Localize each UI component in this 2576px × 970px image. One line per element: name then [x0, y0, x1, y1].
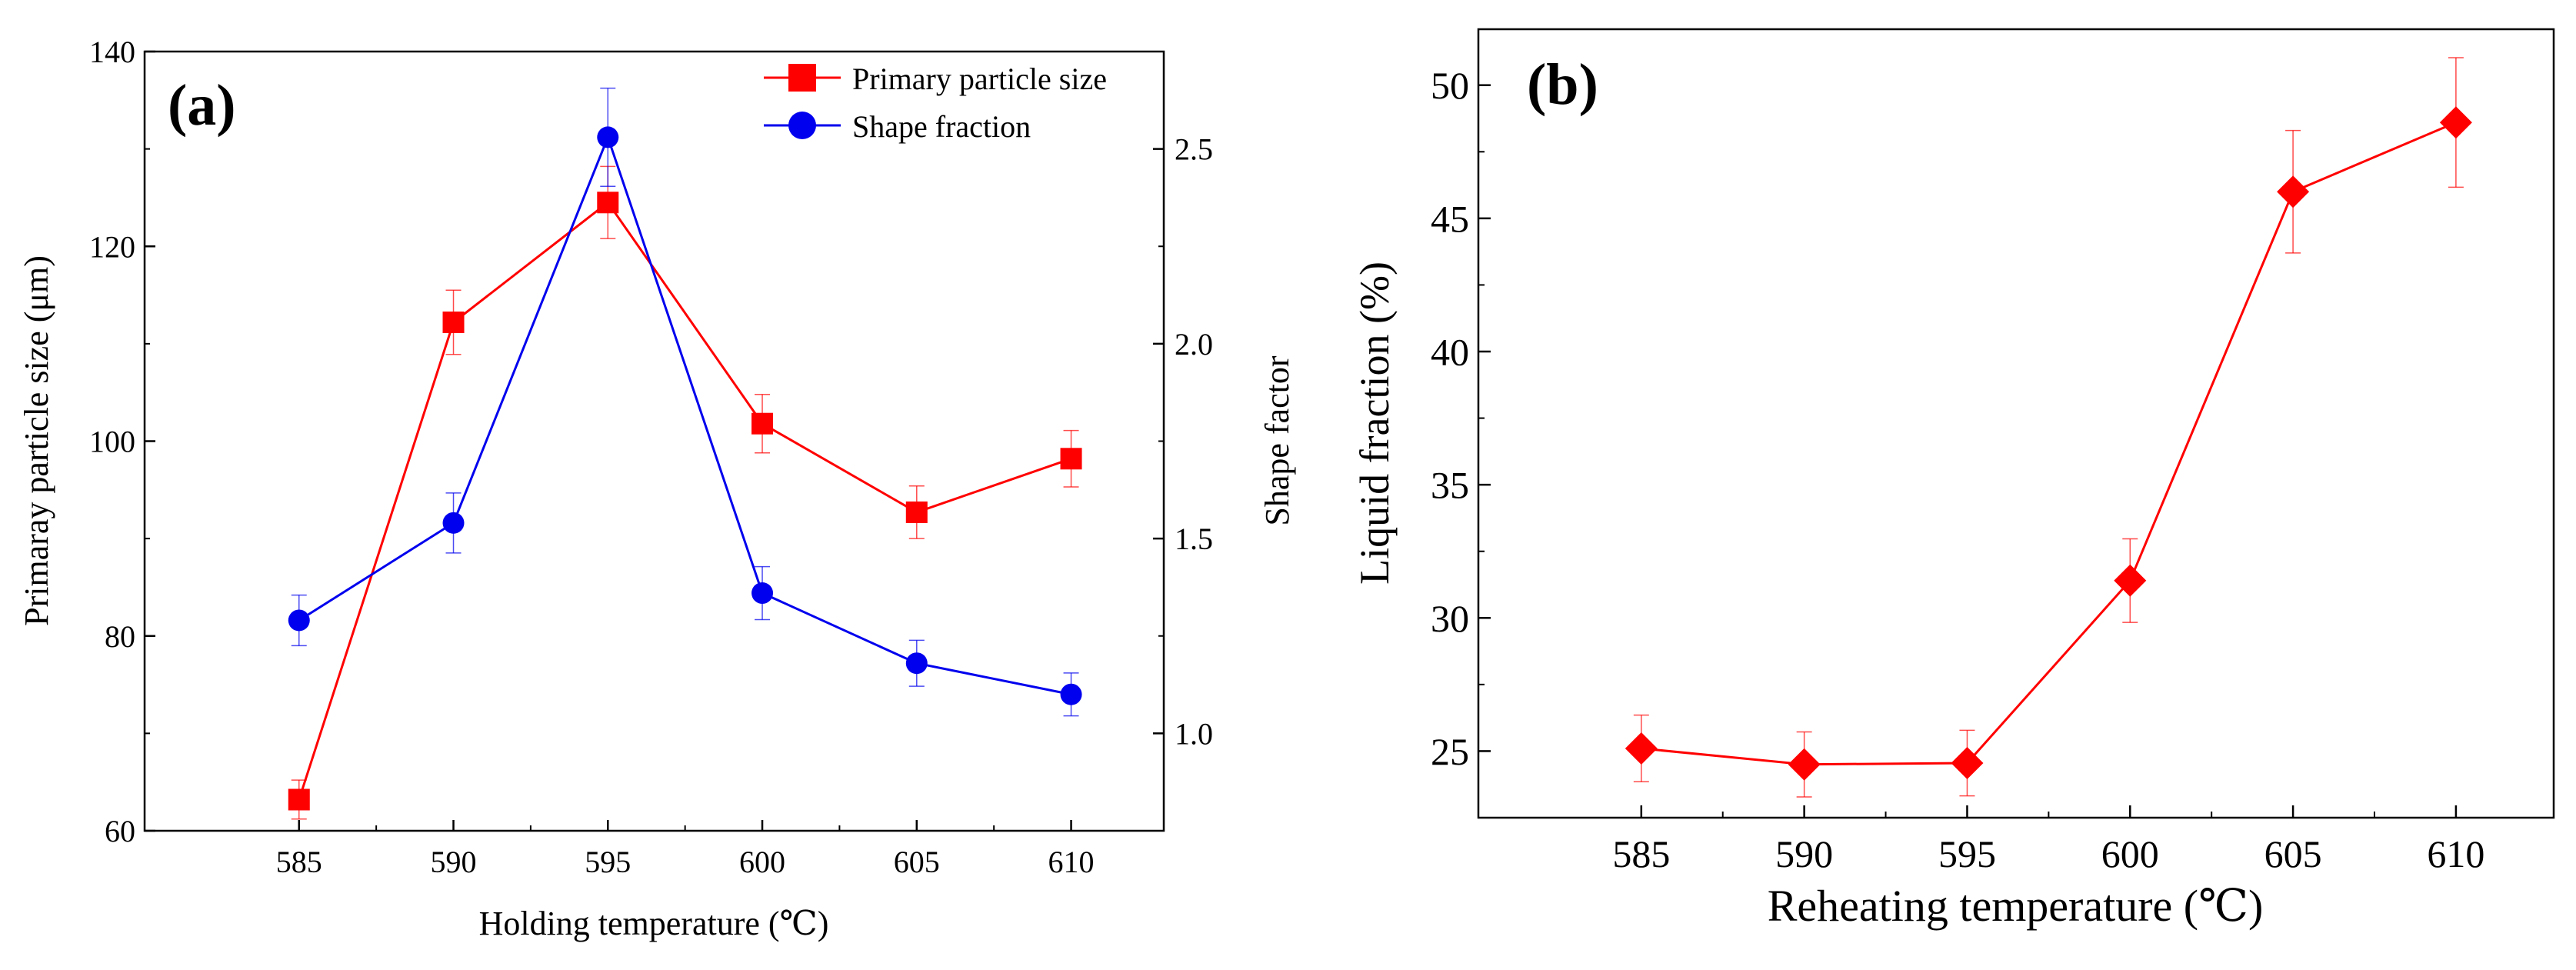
data-point	[597, 126, 619, 148]
panel-a-x-ticks: 585 590 595 600 605 610	[276, 820, 1095, 879]
y-tick-label: 25	[1431, 730, 1469, 773]
x-tick-label: 600	[2101, 832, 2159, 875]
panel-b-label: (b)	[1527, 52, 1598, 117]
data-point	[1951, 747, 1984, 780]
x-tick-label: 595	[1938, 832, 1996, 875]
data-point	[288, 788, 310, 811]
data-point	[2114, 564, 2147, 597]
panel-a-series-primary-particle-size	[288, 165, 1082, 820]
y2-tick-label: 1.0	[1175, 716, 1213, 751]
x-tick-label: 605	[894, 845, 940, 879]
data-point	[905, 652, 928, 675]
panel-a-y-ticks: 60 80 100 120 140	[89, 35, 155, 848]
panel-a-y-axis-label: Primaray particle size (μm)	[18, 255, 55, 626]
y2-tick-label: 1.5	[1175, 522, 1213, 556]
series-line	[1641, 121, 2457, 766]
legend-primary-marker	[788, 64, 816, 92]
panel-a-label: (a)	[168, 73, 236, 138]
data-point	[751, 412, 774, 435]
y-tick-label: 80	[105, 619, 135, 654]
panel-a: 585 590 595 600 605 610 60 80 100 120 140 1.0 1.5 2…	[18, 35, 1296, 942]
panel-b-series-liquid-fraction	[1625, 57, 2472, 798]
x-tick-label: 585	[1612, 832, 1670, 875]
data-point	[597, 192, 619, 214]
panel-b: 585 590 595 600 605 610 25 30 35 40 45 50 (b) Rehe…	[1351, 28, 2555, 931]
x-tick-label: 590	[1775, 832, 1833, 875]
series-line	[298, 134, 1071, 696]
panel-a-legend: Primary particle size Shape fraction	[764, 62, 1107, 144]
x-tick-label: 600	[739, 845, 785, 879]
x-tick-label: 610	[2427, 832, 2484, 875]
legend-primary-label: Primary particle size	[852, 62, 1107, 96]
data-point	[751, 582, 774, 605]
data-point	[1788, 748, 1821, 781]
legend-shape-label: Shape fraction	[852, 109, 1031, 144]
y-tick-label: 120	[89, 229, 135, 264]
data-point	[442, 312, 465, 334]
y-tick-label: 50	[1431, 64, 1469, 107]
panel-a-series-shape-fraction	[288, 87, 1082, 717]
data-point	[1060, 448, 1082, 470]
y2-tick-label: 2.5	[1175, 132, 1213, 167]
panel-b-frame	[1477, 28, 2555, 819]
data-point	[905, 501, 928, 523]
y-tick-label: 140	[89, 35, 135, 69]
data-point	[2439, 106, 2472, 139]
panel-a-y2-ticks: 1.0 1.5 2.0 2.5	[1153, 132, 1213, 751]
data-point	[288, 609, 310, 632]
data-point	[442, 512, 465, 534]
panel-b-x-axis-label: Reheating temperature (℃)	[1768, 881, 2264, 931]
x-tick-label: 595	[585, 845, 631, 879]
x-tick-label: 590	[431, 845, 477, 879]
y-tick-label: 35	[1431, 464, 1469, 507]
y-tick-label: 45	[1431, 197, 1469, 240]
panel-a-y2-axis-label: Shape factor	[1258, 355, 1296, 525]
data-point	[1625, 732, 1658, 765]
x-tick-label: 605	[2264, 832, 2322, 875]
y-tick-label: 30	[1431, 597, 1469, 640]
panel-b-y-axis-label: Liquid fraction (%)	[1351, 262, 1398, 585]
x-tick-label: 585	[276, 845, 322, 879]
series-line	[298, 201, 1072, 800]
legend-shape-marker	[788, 112, 816, 139]
y-tick-label: 100	[89, 425, 135, 459]
panel-b-y-ticks: 25 30 35 40 45 50	[1431, 64, 1491, 773]
y2-tick-label: 2.0	[1175, 327, 1213, 362]
y-tick-label: 60	[105, 814, 135, 848]
data-point	[1060, 683, 1082, 705]
x-tick-label: 610	[1048, 845, 1095, 879]
panel-b-x-ticks: 585 590 595 600 605 610	[1612, 805, 2484, 875]
panel-a-x-axis-label: Holding temperature (℃)	[479, 905, 829, 942]
data-point	[2277, 175, 2310, 208]
y-tick-label: 40	[1431, 331, 1469, 374]
